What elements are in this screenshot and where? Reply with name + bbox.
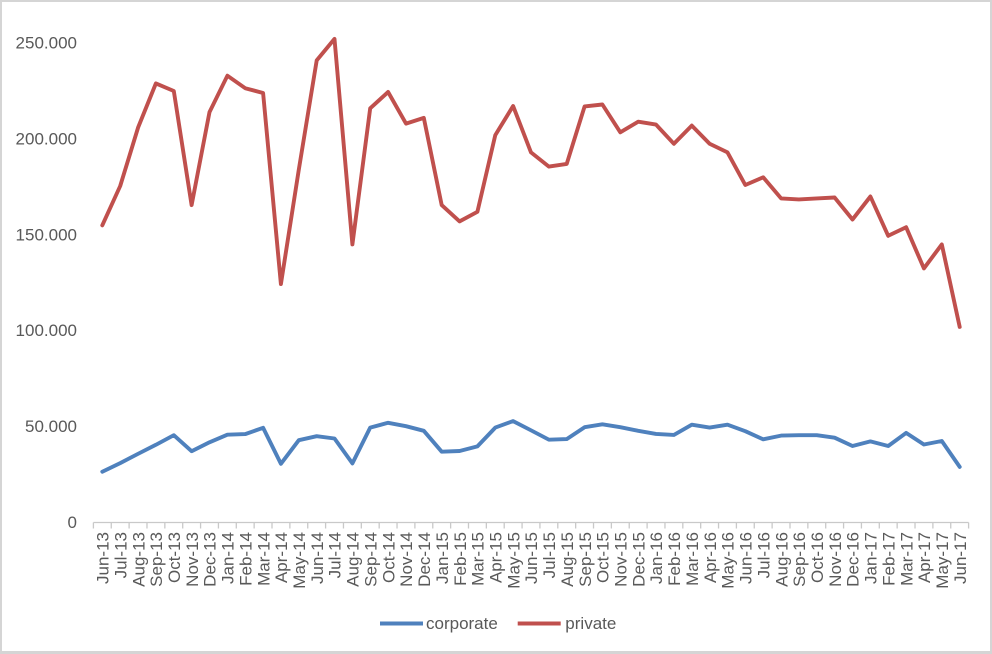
svg-text:Sep-13: Sep-13 <box>147 532 166 587</box>
svg-text:Dec-16: Dec-16 <box>844 532 863 587</box>
svg-text:Nov-16: Nov-16 <box>826 532 845 587</box>
svg-text:Jul-13: Jul-13 <box>111 532 130 578</box>
svg-text:Feb-16: Feb-16 <box>665 532 684 586</box>
svg-text:private: private <box>565 614 616 633</box>
svg-text:Oct-13: Oct-13 <box>165 532 184 583</box>
svg-text:Apr-15: Apr-15 <box>487 532 506 583</box>
svg-text:Jan-15: Jan-15 <box>433 532 452 584</box>
svg-text:Aug-13: Aug-13 <box>129 532 148 587</box>
svg-text:May-14: May-14 <box>290 532 309 589</box>
svg-text:Nov-13: Nov-13 <box>183 532 202 587</box>
svg-text:150.000: 150.000 <box>16 225 77 244</box>
svg-text:Oct-16: Oct-16 <box>808 532 827 583</box>
svg-text:Mar-15: Mar-15 <box>469 532 488 586</box>
svg-text:Jul-15: Jul-15 <box>540 532 559 578</box>
svg-text:Jun-16: Jun-16 <box>737 532 756 584</box>
svg-text:Oct-14: Oct-14 <box>379 532 398 583</box>
svg-text:Dec-15: Dec-15 <box>629 532 648 587</box>
svg-text:Jun-17: Jun-17 <box>951 532 970 584</box>
svg-text:200.000: 200.000 <box>16 130 77 149</box>
svg-text:Apr-14: Apr-14 <box>272 532 291 583</box>
svg-text:0: 0 <box>68 513 77 532</box>
svg-text:100.000: 100.000 <box>16 321 77 340</box>
svg-text:Nov-15: Nov-15 <box>612 532 631 587</box>
svg-text:Jan-17: Jan-17 <box>862 532 881 584</box>
svg-text:Apr-16: Apr-16 <box>701 532 720 583</box>
svg-text:May-16: May-16 <box>719 532 738 589</box>
svg-text:Feb-15: Feb-15 <box>451 532 470 586</box>
svg-text:Jan-16: Jan-16 <box>647 532 666 584</box>
svg-text:Jan-14: Jan-14 <box>219 532 238 584</box>
svg-text:Oct-15: Oct-15 <box>594 532 613 583</box>
svg-text:Jun-13: Jun-13 <box>94 532 113 584</box>
svg-text:Mar-17: Mar-17 <box>897 532 916 586</box>
svg-text:Jun-14: Jun-14 <box>308 532 327 584</box>
svg-text:Nov-14: Nov-14 <box>397 532 416 587</box>
svg-text:250.000: 250.000 <box>16 34 77 53</box>
svg-text:Sep-14: Sep-14 <box>361 532 380 587</box>
svg-text:Sep-15: Sep-15 <box>576 532 595 587</box>
svg-text:Sep-16: Sep-16 <box>790 532 809 587</box>
svg-text:Dec-14: Dec-14 <box>415 532 434 587</box>
svg-text:Aug-15: Aug-15 <box>558 532 577 587</box>
svg-text:Jul-16: Jul-16 <box>754 532 773 578</box>
svg-text:Feb-17: Feb-17 <box>879 532 898 586</box>
svg-text:May-15: May-15 <box>504 532 523 589</box>
svg-text:Mar-16: Mar-16 <box>683 532 702 586</box>
svg-text:50.000: 50.000 <box>25 417 77 436</box>
svg-text:corporate: corporate <box>426 614 498 633</box>
svg-text:Aug-16: Aug-16 <box>772 532 791 587</box>
svg-text:Jun-15: Jun-15 <box>522 532 541 584</box>
svg-text:Feb-14: Feb-14 <box>236 532 255 586</box>
svg-text:Dec-13: Dec-13 <box>201 532 220 587</box>
svg-text:May-17: May-17 <box>933 532 952 589</box>
svg-text:Aug-14: Aug-14 <box>344 532 363 587</box>
svg-text:Jul-14: Jul-14 <box>326 532 345 578</box>
svg-text:Apr-17: Apr-17 <box>915 532 934 583</box>
svg-text:Mar-14: Mar-14 <box>254 532 273 586</box>
